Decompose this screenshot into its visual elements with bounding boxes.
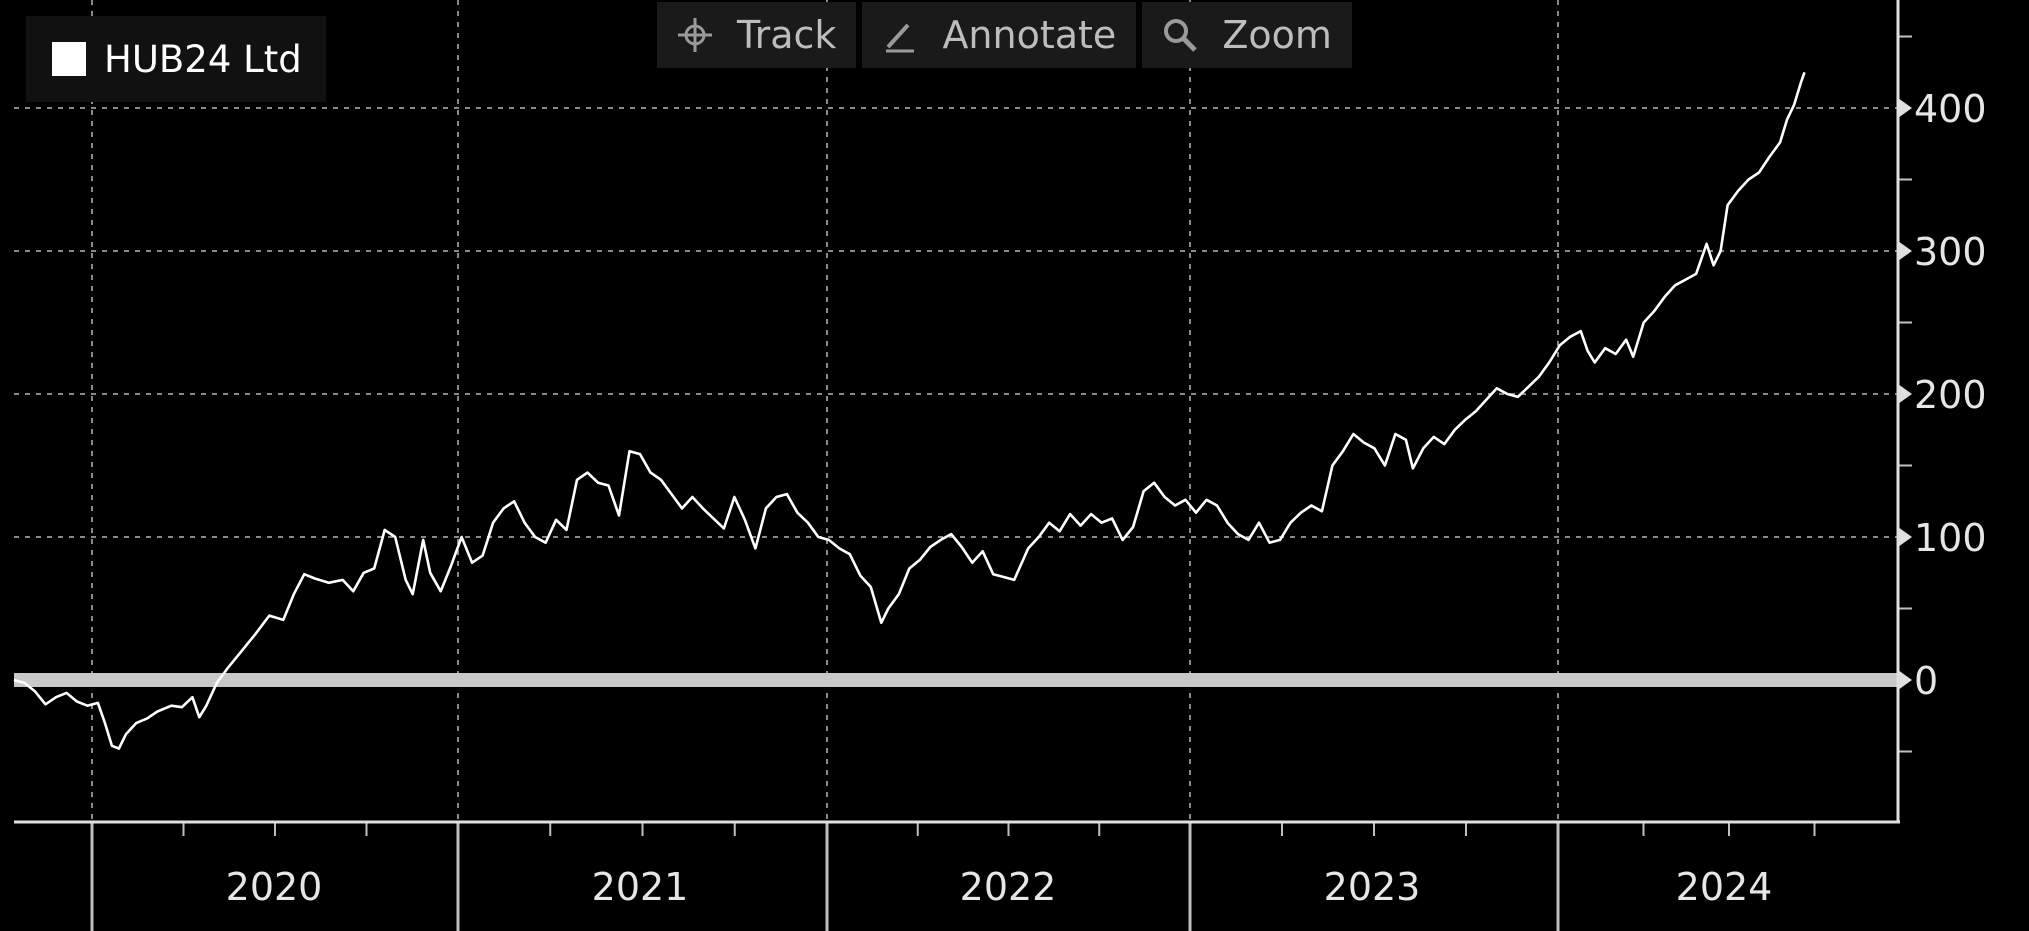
series-line-hub24 (13, 71, 1806, 750)
legend-swatch (52, 42, 86, 76)
grid-lines (14, 0, 1898, 822)
y-tick-marker (1898, 384, 1912, 404)
y-tick-marker (1898, 241, 1912, 261)
zoom-button[interactable]: Zoom (1142, 2, 1352, 68)
crosshair-icon (675, 15, 715, 55)
y-tick-marker (1898, 670, 1912, 690)
y-tick-marker (1898, 98, 1912, 118)
x-tick-label: 2022 (960, 865, 1057, 909)
x-tick-label: 2024 (1676, 865, 1773, 909)
y-tick-label: 300 (1914, 230, 1987, 274)
x-tick-label: 2021 (592, 865, 689, 909)
y-tick-label: 400 (1914, 87, 1987, 131)
y-tick-marker (1898, 527, 1912, 547)
series-layer (13, 71, 1806, 750)
magnifier-icon (1160, 15, 1200, 55)
annotate-button[interactable]: Annotate (862, 2, 1137, 68)
pencil-icon (880, 15, 920, 55)
zero-baseline (14, 673, 1898, 687)
legend[interactable]: HUB24 Ltd (26, 16, 326, 102)
chart-toolbar: Track Annotate Zoom (657, 2, 1352, 68)
zoom-label: Zoom (1222, 13, 1332, 57)
y-tick-label: 0 (1914, 659, 1938, 703)
legend-label: HUB24 Ltd (104, 37, 302, 81)
track-button[interactable]: Track (657, 2, 857, 68)
annotate-label: Annotate (942, 13, 1117, 57)
axes: 2020 2021 2022 2023 2024 0 100 200 300 400 (14, 0, 1987, 931)
x-tick-label: 2023 (1324, 865, 1421, 909)
x-tick-label: 2020 (226, 865, 323, 909)
track-label: Track (737, 13, 837, 57)
y-tick-label: 100 (1914, 516, 1987, 560)
y-tick-label: 200 (1914, 373, 1987, 417)
